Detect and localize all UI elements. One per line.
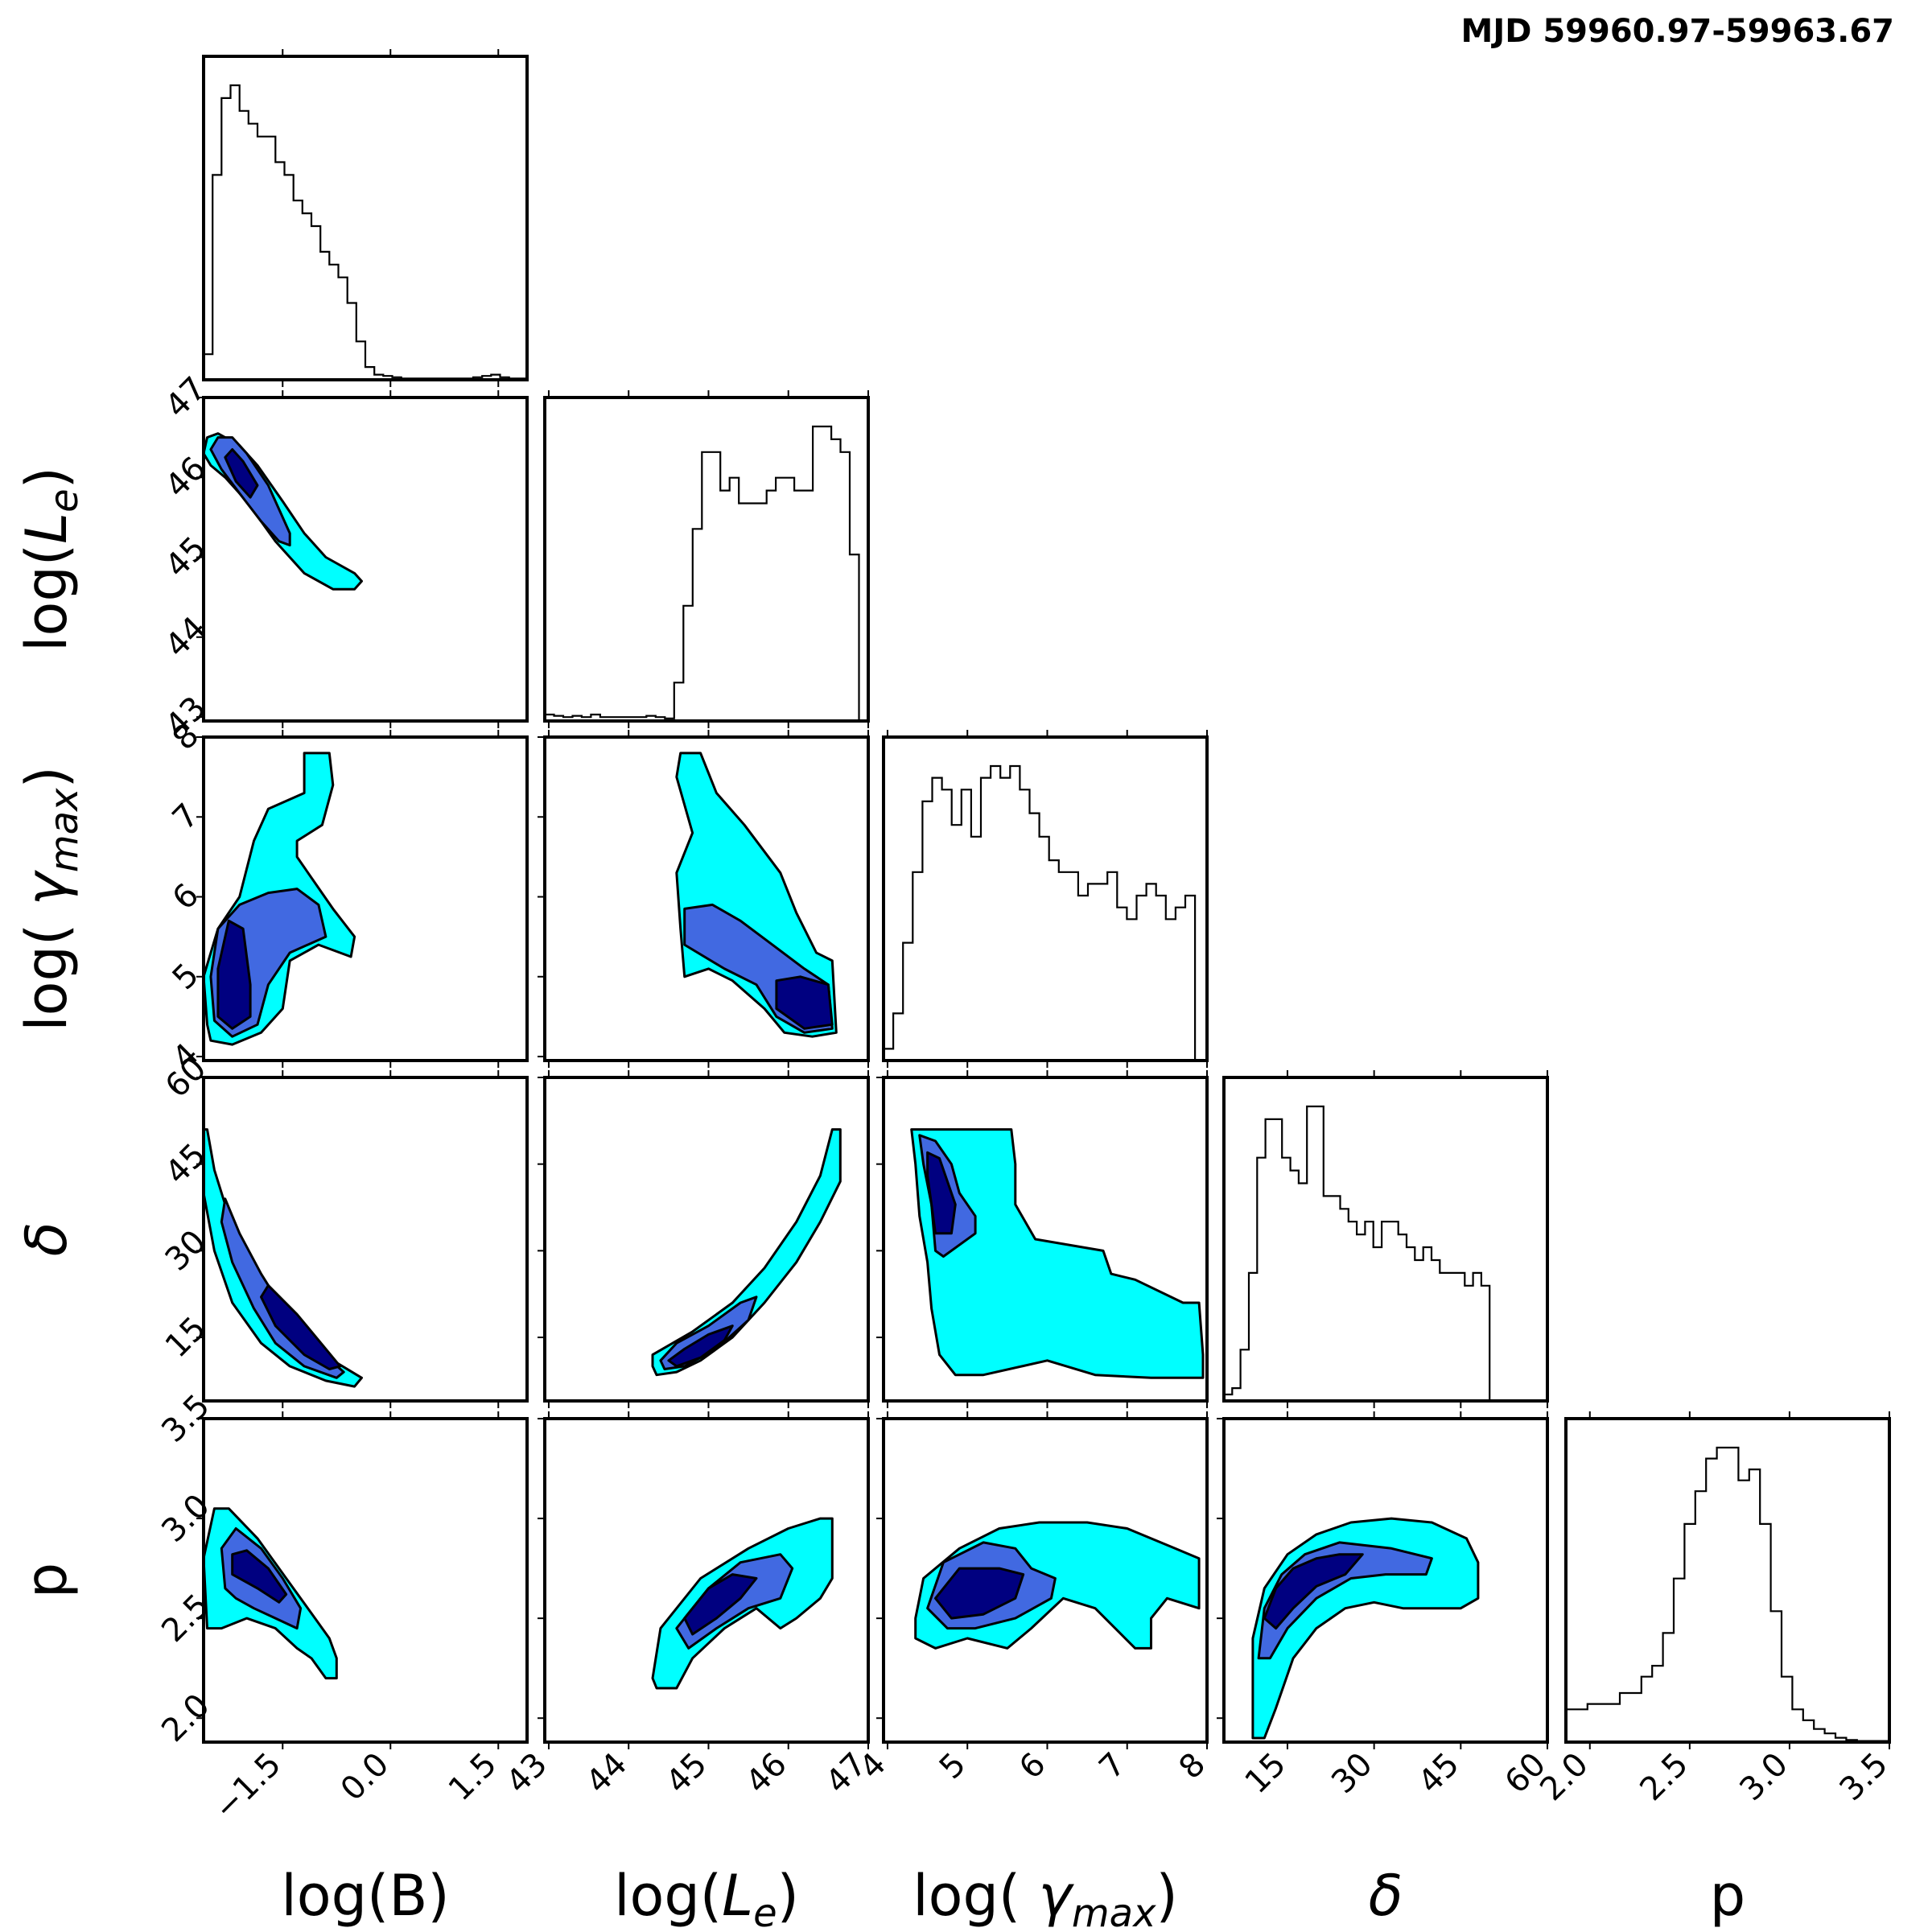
histogram-delta <box>1224 1105 1491 1401</box>
contour-level-3 <box>683 1573 758 1636</box>
axis-label-y-p: p <box>14 1563 80 1598</box>
x-tick-label: 46 <box>739 1746 794 1802</box>
contour-logLe-loggmax <box>675 752 838 1038</box>
contour-logB-logLe <box>204 432 363 591</box>
x-tick-label: 45 <box>659 1746 715 1802</box>
panel-frame <box>202 55 529 381</box>
x-tick-label: −1.5 <box>207 1746 288 1827</box>
panel-frame <box>202 735 529 1062</box>
x-tick-label: 3.0 <box>1732 1746 1795 1809</box>
y-tick-label: 6 <box>166 876 207 917</box>
panel-frame <box>202 1417 529 1744</box>
panel-frame <box>202 396 529 723</box>
panel-frame <box>882 1417 1209 1744</box>
x-tick-label: 30 <box>1324 1746 1380 1802</box>
y-tick-label: 3.5 <box>154 1387 217 1450</box>
x-tick-label: 44 <box>579 1746 635 1802</box>
contour-level-1 <box>910 1128 1205 1379</box>
y-tick-label: 2.0 <box>154 1687 217 1749</box>
histogram-loggmax <box>884 764 1197 1061</box>
contour-level-3 <box>1263 1553 1364 1630</box>
axis-label-y-delta: δ <box>14 1222 80 1257</box>
contour-level-1 <box>651 1128 842 1377</box>
x-tick-label: 8 <box>1172 1746 1213 1787</box>
contour-level-3 <box>926 1151 957 1235</box>
x-tick-label: 7 <box>1092 1746 1133 1787</box>
contour-loggmax-p <box>914 1521 1201 1650</box>
contour-level-3 <box>224 448 259 499</box>
x-tick-label: 2.5 <box>1633 1746 1695 1809</box>
panel-frame <box>1222 1417 1549 1744</box>
x-tick-label: 2.0 <box>1533 1746 1596 1809</box>
histogram-logB <box>204 84 527 380</box>
panels-group: −1.5 0.0 1.543 44 45 46 474 5 6 7 8 15 30 45 602.0 2.5 3… <box>14 49 1895 1932</box>
y-tick-label: 5 <box>166 957 207 998</box>
contour-level-3 <box>260 1283 342 1370</box>
contour-logB-loggmax <box>204 752 356 1046</box>
panel-frame <box>543 1417 870 1744</box>
axis-label-x-p: p <box>1710 1863 1745 1929</box>
axis-label-x-logB: log(B) <box>281 1863 449 1929</box>
contour-logLe-delta <box>651 1128 842 1377</box>
panel-frame <box>202 1076 529 1403</box>
panel-frame <box>882 1076 1209 1403</box>
contour-level-3 <box>216 919 252 1030</box>
contour-logB-delta <box>204 1128 363 1388</box>
chart-title: MJD 59960.97-59963.67 <box>1461 13 1894 50</box>
histogram-p <box>1566 1446 1889 1742</box>
axis-label-y-loggmax: log( γmax) <box>14 766 87 1032</box>
contour-level-3 <box>934 1567 1025 1620</box>
contour-loggmax-delta <box>910 1128 1205 1379</box>
contour-level-3 <box>775 975 834 1030</box>
panel-frame <box>543 396 870 723</box>
panel-frame <box>1222 1076 1549 1403</box>
x-tick-label: 6 <box>1012 1746 1053 1787</box>
x-tick-label: 1.5 <box>442 1746 505 1809</box>
contour-level-3 <box>231 1549 288 1604</box>
axis-label-x-loggmax: log( γmax) <box>913 1863 1178 1932</box>
x-tick-label: 45 <box>1411 1746 1467 1802</box>
contour-level-3 <box>667 1324 734 1368</box>
panel-frame <box>543 735 870 1062</box>
x-tick-label: 0.0 <box>334 1746 397 1809</box>
x-tick-label: 3.5 <box>1833 1746 1896 1809</box>
contour-level-2 <box>220 1197 345 1379</box>
panel-frame <box>543 1076 870 1403</box>
panel-frame <box>1564 1417 1891 1744</box>
axis-label-x-delta: δ <box>1369 1863 1403 1929</box>
contour-delta-p <box>1251 1517 1480 1740</box>
x-tick-label: 15 <box>1238 1746 1294 1802</box>
contour-logB-p <box>204 1507 338 1680</box>
axis-label-y-logLe: log(Le) <box>14 467 87 652</box>
y-tick-label: 7 <box>166 797 207 838</box>
contour-logLe-p <box>651 1517 834 1690</box>
histogram-logLe <box>545 425 868 721</box>
x-tick-label: 5 <box>933 1746 974 1787</box>
x-tick-label: 43 <box>500 1746 555 1802</box>
panel-frame <box>882 735 1209 1062</box>
axis-label-x-logLe: log(Le) <box>614 1863 799 1932</box>
